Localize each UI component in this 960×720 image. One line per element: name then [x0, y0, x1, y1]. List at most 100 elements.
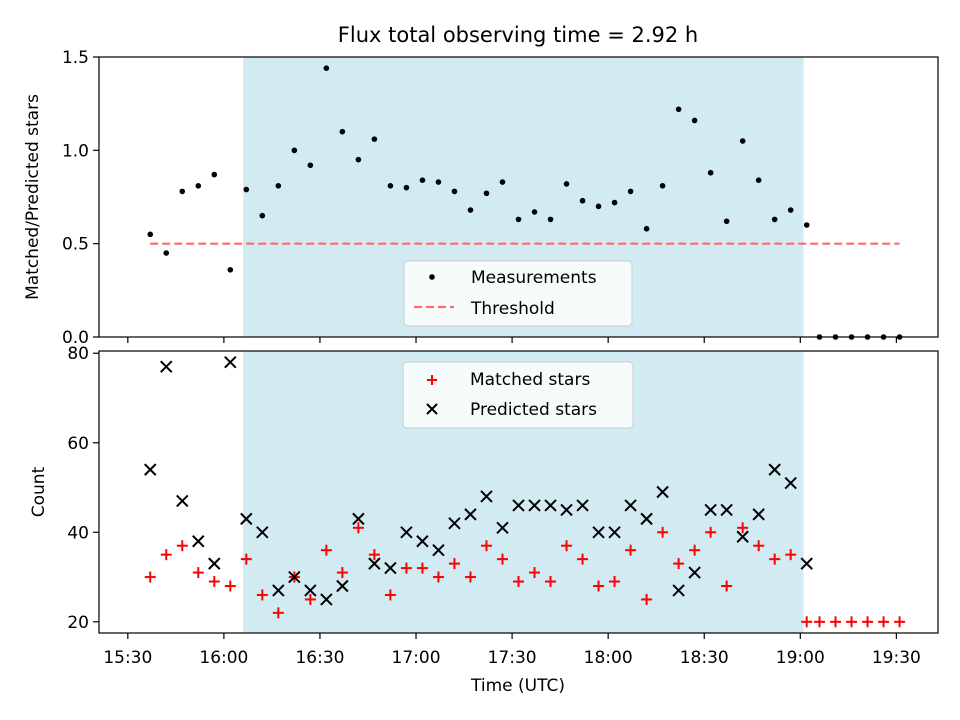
measurement-point: [739, 138, 746, 144]
bottom-legend-plus-marker: [427, 375, 437, 385]
measurement-point: [179, 188, 186, 195]
top-panel-x-ticks: [127, 337, 897, 343]
bottom-panel-frame: [98, 350, 939, 634]
x-tick-label: 17:30: [488, 648, 537, 668]
predicted-star-point: [160, 360, 173, 373]
top-y-tick-label: 1.0: [62, 141, 89, 161]
measurement-point: [435, 179, 442, 185]
predicted-star-point: [208, 557, 221, 570]
measurement-point: [675, 106, 682, 113]
measurement-point: [803, 222, 810, 228]
top-y-tick-label: 0.5: [62, 235, 89, 255]
matched-star-point: [705, 526, 717, 538]
top-panel-legend: Measurements Threshold: [403, 260, 633, 327]
matched-star-point: [416, 562, 428, 574]
x-axis-label: Time (UTC): [470, 676, 565, 696]
measurement-point: [259, 212, 266, 219]
predicted-star-point: [240, 512, 253, 526]
predicted-star-point: [608, 526, 621, 539]
predicted-star-point: [704, 503, 717, 517]
bottom-legend-box: [402, 361, 634, 429]
predicted-star-point: [416, 535, 429, 548]
matched-star-point: [862, 616, 874, 628]
measurement-point: [531, 209, 538, 215]
matched-star-point: [561, 540, 573, 552]
top-legend-threshold: Threshold: [470, 299, 555, 319]
x-tick-label: 17:00: [392, 648, 441, 668]
matched-star-point: [336, 567, 348, 579]
matched-star-point: [432, 571, 444, 583]
predicted-star-point: [272, 584, 285, 597]
measurement-point: [419, 177, 426, 183]
measurement-point: [691, 117, 698, 124]
predicted-star-point: [688, 566, 701, 579]
predicted-star-point: [448, 517, 461, 530]
measurement-point: [563, 181, 570, 187]
matched-star-point: [208, 576, 220, 588]
predicted-star-point: [256, 526, 269, 539]
x-tick-label: 15:30: [103, 648, 152, 668]
matched-star-point: [192, 567, 204, 579]
measurement-point: [707, 169, 714, 176]
matched-star-point: [545, 576, 557, 588]
predicted-star-point: [736, 530, 749, 543]
measurement-point: [579, 197, 586, 204]
measurement-point: [387, 183, 394, 189]
measurement-point: [339, 128, 346, 135]
matched-star-point: [368, 549, 380, 561]
measurement-point: [627, 188, 634, 195]
bottom-panel-legend: Matched stars Predicted stars: [402, 361, 634, 429]
matched-star-point: [480, 540, 492, 552]
bottom-panel-predicted-points: [144, 355, 813, 606]
matched-star-point: [448, 558, 460, 570]
measurement-point: [499, 179, 506, 185]
top-legend-measurements: Measurements: [471, 268, 597, 288]
matched-star-point: [240, 553, 252, 565]
matched-star-point: [814, 616, 826, 628]
x-tick-label: 18:00: [584, 648, 633, 668]
bottom-panel-matched-points: [144, 522, 906, 628]
measurement-point: [243, 186, 250, 193]
matched-star-point: [846, 616, 858, 628]
predicted-star-point: [640, 512, 653, 526]
matched-star-point: [894, 616, 906, 628]
matched-star-point: [689, 544, 701, 556]
matched-star-point: [753, 540, 765, 552]
x-tick-label: 18:30: [680, 648, 729, 668]
matched-star-point: [785, 549, 797, 561]
measurement-point: [307, 162, 314, 169]
measurement-point: [771, 216, 778, 223]
measurement-point: [227, 267, 234, 273]
measurement-point: [371, 136, 378, 142]
chart-title: Flux total observing time = 2.92 h: [338, 23, 698, 47]
matched-star-point: [400, 562, 412, 574]
top-y-tick-label: 0.0: [62, 328, 89, 348]
measurement-point: [323, 65, 330, 71]
predicted-star-point: [192, 535, 205, 548]
matched-star-point: [384, 589, 396, 601]
matched-star-point: [464, 571, 476, 583]
matched-star-point: [352, 522, 364, 534]
predicted-star-point: [432, 543, 445, 557]
predicted-star-point: [560, 503, 573, 517]
measurement-point: [787, 207, 794, 213]
measurement-point: [483, 190, 490, 197]
matched-star-point: [496, 553, 508, 565]
top-legend-dot-marker: [429, 274, 435, 280]
measurement-point: [547, 216, 554, 223]
bottom-panel-y-ticks: 20 40 60 80: [67, 344, 99, 633]
predicted-star-point: [672, 584, 685, 597]
matched-star-point: [737, 522, 749, 534]
matched-star-point: [801, 616, 813, 628]
measurement-point: [595, 203, 602, 210]
top-panel-y-axis-label: Matched/Predicted stars: [23, 94, 43, 300]
predicted-star-point: [368, 557, 381, 570]
top-legend-box: [403, 260, 633, 327]
bottom-legend-x-marker: [426, 403, 438, 415]
matched-star-point: [769, 553, 781, 565]
predicted-star-point: [624, 499, 637, 512]
predicted-star-point: [352, 512, 365, 526]
predicted-star-point: [784, 476, 797, 490]
measurement-point: [467, 207, 474, 213]
